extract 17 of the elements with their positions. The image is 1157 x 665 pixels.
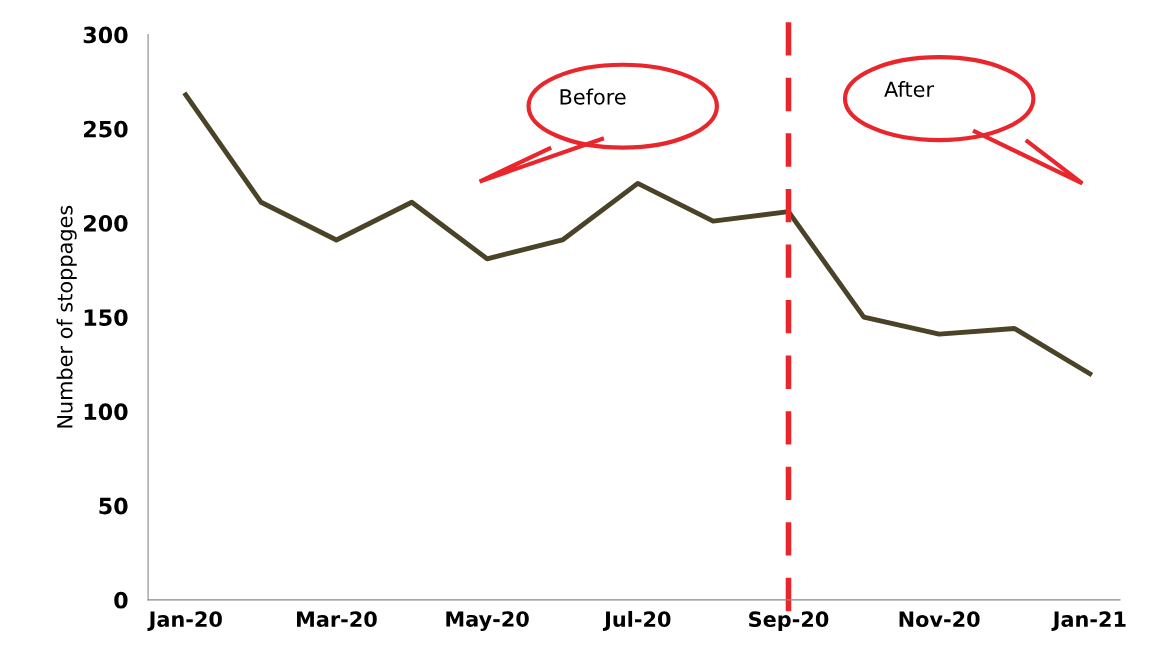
y-tick-label: 200 [84, 214, 128, 232]
x-tick-label: Mar-20 [297, 611, 377, 628]
y-tick-label: 50 [99, 497, 128, 515]
x-tick-label: Jul-20 [602, 610, 671, 631]
y-tick-label: 100 [84, 403, 128, 421]
x-tick-label: Nov-20 [899, 611, 980, 628]
y-tick-label: 0 [114, 591, 128, 609]
y-axis-title: Number of stoppages [56, 205, 77, 428]
y-tick-label: 300 [83, 26, 128, 44]
x-tick-label: Sep-20 [749, 611, 829, 632]
annotation: After [884, 81, 935, 98]
y-tick-label: 150 [84, 309, 128, 326]
x-tick-label: May-20 [446, 611, 529, 632]
x-tick-label: Jan-20 [147, 611, 222, 631]
annotation: Before [560, 88, 626, 105]
x-tick-label: Jan-21 [1051, 611, 1126, 631]
y-tick-label: 250 [84, 120, 128, 138]
